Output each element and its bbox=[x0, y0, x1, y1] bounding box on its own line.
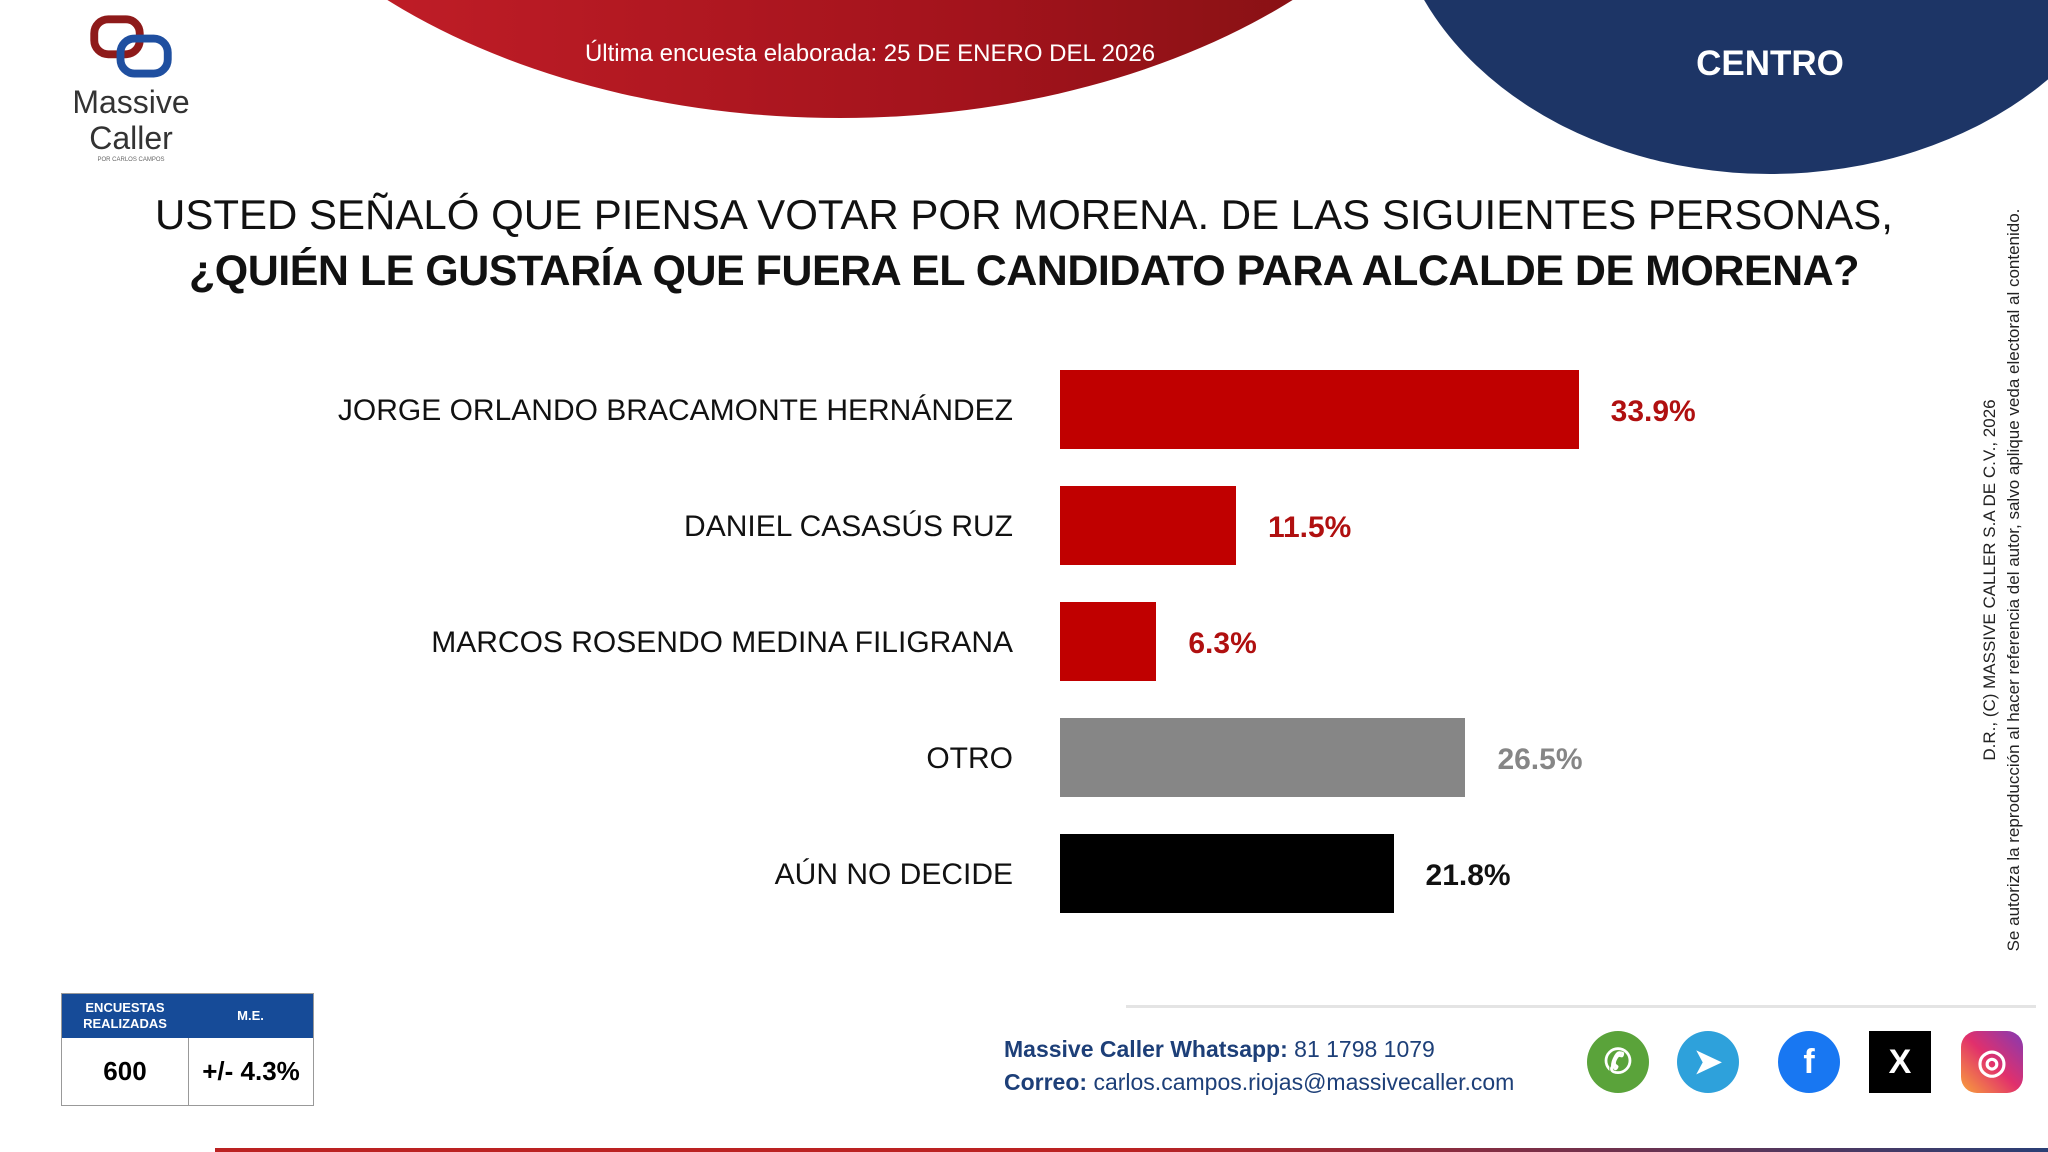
bar bbox=[1060, 834, 1394, 913]
x-icon[interactable]: X bbox=[1869, 1031, 1931, 1093]
logo-text-2: Caller bbox=[89, 120, 173, 156]
contact-email: Correo: carlos.campos.riojas@massivecall… bbox=[1004, 1068, 1514, 1096]
stats-margin-value: +/- 4.3% bbox=[188, 1038, 313, 1105]
question-line-1: USTED SEÑALÓ QUE PIENSA VOTAR POR MORENA… bbox=[155, 191, 1893, 238]
question-line-2: ¿QUIÉN LE GUSTARÍA QUE FUERA EL CANDIDAT… bbox=[189, 247, 1860, 295]
category-label: AÚN NO DECIDE bbox=[774, 858, 1013, 891]
category-label: OTRO bbox=[926, 742, 1013, 775]
bar bbox=[1060, 602, 1157, 681]
logo-tagline: POR CARLOS CAMPOS bbox=[97, 157, 165, 163]
region-label: CENTRO bbox=[1696, 44, 1844, 83]
footer-divider bbox=[1126, 1005, 2036, 1008]
logo-bubbles-icon bbox=[90, 15, 172, 78]
copyright-notice: D.R., (C) MASSIVE CALLER S.A DE C.V., 20… bbox=[1978, 200, 2026, 960]
category-label: MARCOS ROSENDO MEDINA FILIGRANA bbox=[431, 626, 1013, 659]
email-address[interactable]: carlos.campos.riojas@massivecaller.com bbox=[1093, 1069, 1515, 1095]
copyright-line-2: Se autoriza la reproducción al hacer ref… bbox=[2004, 208, 2023, 952]
stats-surveys-value: 600 bbox=[103, 1056, 147, 1086]
massive-caller-logo: Massive Caller POR CARLOS CAMPOS bbox=[56, 14, 206, 165]
facebook-icon[interactable]: f bbox=[1778, 1031, 1840, 1093]
category-label: DANIEL CASASÚS RUZ bbox=[684, 510, 1013, 543]
bar bbox=[1060, 370, 1579, 449]
whatsapp-label: Massive Caller Whatsapp: bbox=[1004, 1036, 1288, 1062]
stats-header-surveys: ENCUESTAS REALIZADAS bbox=[62, 994, 188, 1038]
instagram-icon[interactable]: ◎ bbox=[1961, 1031, 2023, 1093]
contact-whatsapp: Massive Caller Whatsapp: 81 1798 1079 bbox=[1004, 1035, 1435, 1063]
telegram-icon[interactable]: ➤ bbox=[1677, 1031, 1739, 1093]
value-label: 33.9% bbox=[1610, 395, 1696, 428]
bottom-stripe bbox=[215, 1148, 2048, 1152]
value-label: 6.3% bbox=[1188, 627, 1257, 660]
whatsapp-number[interactable]: 81 1798 1079 bbox=[1294, 1036, 1435, 1062]
survey-date: Última encuesta elaborada: 25 DE ENERO D… bbox=[584, 40, 1156, 67]
sample-stats-table: ENCUESTAS REALIZADAS M.E. 600 +/- 4.3% bbox=[61, 993, 314, 1106]
logo-text-1: Massive bbox=[72, 84, 190, 120]
value-label: 26.5% bbox=[1497, 743, 1583, 776]
category-label: JORGE ORLANDO BRACAMONTE HERNÁNDEZ bbox=[337, 394, 1013, 427]
bar bbox=[1060, 486, 1236, 565]
stats-header-margin: M.E. bbox=[188, 994, 313, 1038]
value-label: 11.5% bbox=[1267, 511, 1352, 544]
email-label: Correo: bbox=[1004, 1069, 1088, 1095]
value-label: 21.8% bbox=[1425, 859, 1511, 892]
whatsapp-icon[interactable]: ✆ bbox=[1587, 1031, 1649, 1093]
copyright-line-1: D.R., (C) MASSIVE CALLER S.A DE C.V., 20… bbox=[1980, 399, 1999, 761]
header-blue-banner bbox=[1390, 0, 2048, 174]
bar bbox=[1060, 718, 1466, 797]
